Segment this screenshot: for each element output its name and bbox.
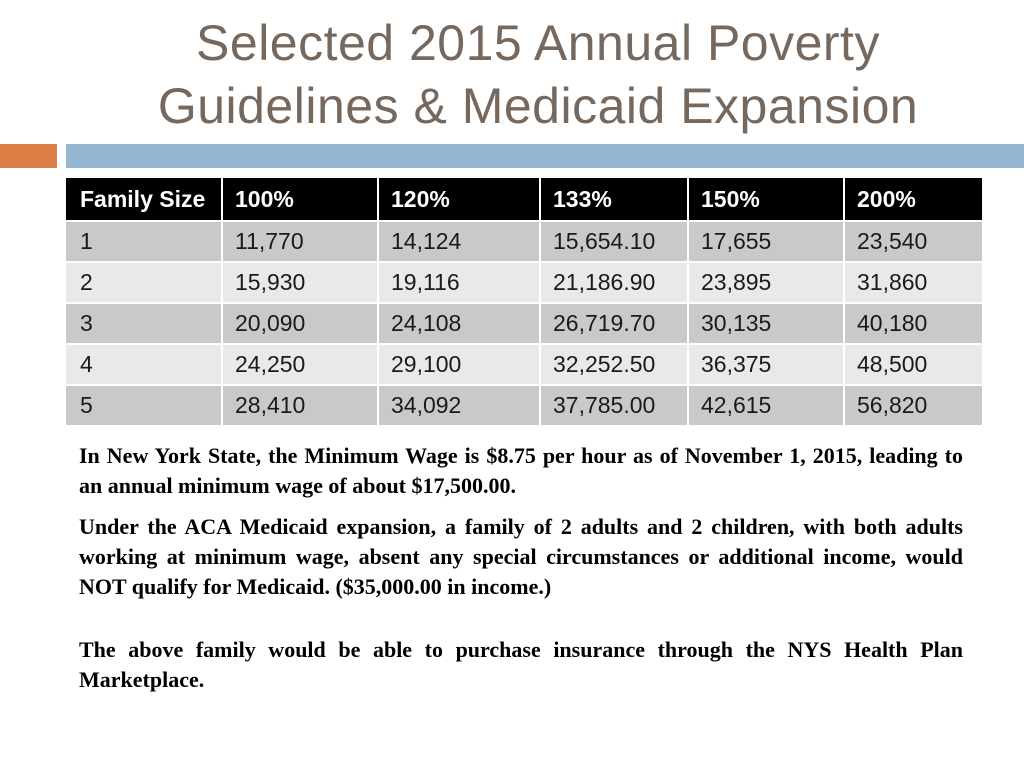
guideline-value-cell: 19,116 (377, 261, 541, 304)
guideline-value-cell: 29,100 (377, 343, 541, 386)
table-row-family-size-3: 3 20,090 24,108 26,719.70 30,135 40,180 (66, 302, 982, 345)
guideline-value-cell: 11,770 (221, 220, 379, 263)
paragraph-minimum-wage: In New York State, the Minimum Wage is $… (79, 443, 963, 498)
guideline-value-cell: 15,930 (221, 261, 379, 304)
guideline-value-cell: 15,654.10 (539, 220, 689, 263)
poverty-guidelines-table: Family Size 100% 120% 133% 150% 200% 1 11,770 1… (66, 178, 982, 427)
blue-accent-bar (66, 144, 1024, 168)
body-text-block: In New York State, the Minimum Wage is $… (79, 441, 963, 695)
guideline-value-cell: 23,540 (843, 220, 982, 263)
guideline-value-cell: 21,186.90 (539, 261, 689, 304)
table-row-family-size-1: 1 11,770 14,124 15,654.10 17,655 23,540 (66, 220, 982, 263)
column-header-100: 100% (221, 178, 379, 222)
guideline-value-cell: 28,410 (221, 384, 379, 427)
paragraph-medicaid-expansion: Under the ACA Medicaid expansion, a fami… (79, 514, 963, 599)
orange-accent-bar (0, 144, 57, 168)
guideline-value-cell: 31,860 (843, 261, 982, 304)
column-header-150: 150% (687, 178, 845, 222)
table-header-row: Family Size 100% 120% 133% 150% 200% (66, 178, 982, 222)
guideline-value-cell: 56,820 (843, 384, 982, 427)
guideline-value-cell: 37,785.00 (539, 384, 689, 427)
guideline-value-cell: 17,655 (687, 220, 845, 263)
slide-title: Selected 2015 Annual Poverty Guidelines … (157, 15, 919, 134)
guideline-value-cell: 14,124 (377, 220, 541, 263)
guideline-value-cell: 42,615 (687, 384, 845, 427)
guideline-value-cell: 36,375 (687, 343, 845, 386)
table-row-family-size-4: 4 24,250 29,100 32,252.50 36,375 48,500 (66, 343, 982, 386)
table-row-family-size-5: 5 28,410 34,092 37,785.00 42,615 56,820 (66, 384, 982, 427)
guideline-value-cell: 40,180 (843, 302, 982, 345)
family-size-cell: 5 (66, 384, 223, 427)
column-header-family-size: Family Size (66, 178, 223, 222)
family-size-cell: 4 (66, 343, 223, 386)
column-header-133: 133% (539, 178, 689, 222)
guideline-value-cell: 26,719.70 (539, 302, 689, 345)
guideline-value-cell: 30,135 (687, 302, 845, 345)
family-size-cell: 3 (66, 302, 223, 345)
family-size-cell: 1 (66, 220, 223, 263)
guideline-value-cell: 34,092 (377, 384, 541, 427)
guideline-value-cell: 20,090 (221, 302, 379, 345)
paragraph-marketplace: The above family would be able to purcha… (79, 637, 963, 692)
column-header-200: 200% (843, 178, 982, 222)
family-size-cell: 2 (66, 261, 223, 304)
guideline-value-cell: 24,250 (221, 343, 379, 386)
table-row-family-size-2: 2 15,930 19,116 21,186.90 23,895 31,860 (66, 261, 982, 304)
column-header-120: 120% (377, 178, 541, 222)
guideline-value-cell: 23,895 (687, 261, 845, 304)
guideline-value-cell: 32,252.50 (539, 343, 689, 386)
guideline-value-cell: 24,108 (377, 302, 541, 345)
guideline-value-cell: 48,500 (843, 343, 982, 386)
